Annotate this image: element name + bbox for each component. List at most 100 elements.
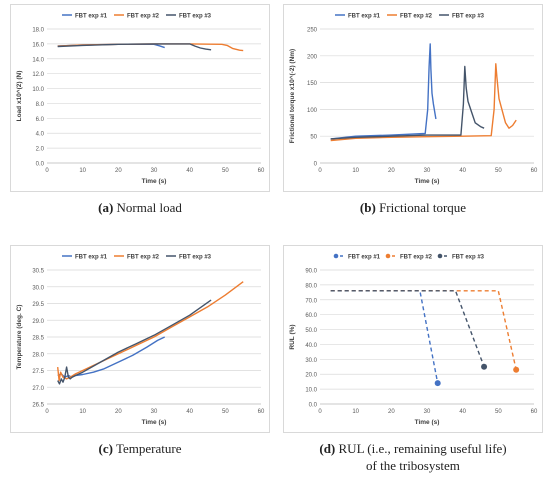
x-tick-label: 10	[79, 168, 86, 174]
series-end-point	[434, 380, 441, 387]
y-tick-label: 200	[307, 54, 318, 60]
caption-frictional-torque: (b) Frictional torque	[283, 199, 543, 216]
series-end-point	[481, 363, 488, 370]
y-tick-label: 14.0	[32, 57, 44, 63]
caption-normal-load: (a) Normal load	[10, 199, 270, 216]
x-tick-label: 40	[459, 409, 466, 415]
y-tick-label: 12.0	[32, 72, 44, 78]
y-tick-label: 20.0	[305, 373, 317, 379]
caption-letter: (a)	[98, 200, 114, 215]
x-axis-title: Time (s)	[415, 178, 440, 185]
caption-letter: (b)	[359, 200, 376, 215]
x-tick-label: 50	[495, 168, 502, 174]
series-line	[330, 65, 485, 140]
y-tick-label: 40.0	[305, 343, 317, 349]
y-tick-label: 10.0	[32, 87, 44, 93]
chart-frictional-torque: 0 50 100 150 200 250 0 10 20 30 40 50 60 Time (s) Fric…	[288, 13, 538, 185]
legend-marker	[385, 253, 391, 259]
legend-label: FBT exp #1	[75, 254, 108, 260]
legend-label: FBT exp #1	[348, 13, 381, 19]
caption-text: Frictional torque	[379, 200, 467, 215]
chart-rul: 0.0 10.0 20.0 30.0 40.0 50.0 60.0 70.0 80.0 90.0 0…	[289, 253, 538, 426]
x-tick-label: 10	[352, 409, 359, 415]
y-tick-label: 2.0	[36, 147, 45, 153]
legend-label: FBT exp #3	[452, 254, 485, 260]
y-tick-label: 8.0	[36, 102, 45, 108]
y-axis-title: RUL (%)	[289, 324, 296, 349]
caption-text: RUL (i.e., remaining useful life)	[338, 441, 507, 456]
x-tick-label: 50	[222, 409, 229, 415]
chart-normal-load: 0.0 2.0 4.0 6.0 8.0 10.0 12.0 14.0 16.0 18.0 0 10 20…	[15, 13, 265, 185]
x-tick-label: 60	[258, 409, 265, 415]
chart-panel-normal-load: 0.0 2.0 4.0 6.0 8.0 10.0 12.0 14.0 16.0 18.0 0 10 20…	[10, 4, 270, 192]
y-axis-title: Temperature (deg. C)	[16, 305, 23, 370]
y-tick-label: 150	[307, 81, 318, 87]
x-tick-label: 60	[258, 168, 265, 174]
y-axis-title: Frictional torque x10^(-2) (Nm)	[288, 49, 296, 143]
y-tick-label: 18.0	[32, 28, 44, 34]
x-tick-label: 20	[115, 409, 122, 415]
caption-text: Temperature	[115, 441, 182, 456]
x-axis-title: Time (s)	[415, 419, 440, 426]
chart-panel-frictional-torque: 0 50 100 150 200 250 0 10 20 30 40 50 60 Time (s) Fric…	[283, 4, 543, 192]
series-line	[330, 290, 517, 370]
caption-text: Normal load	[116, 200, 182, 215]
y-tick-label: 0	[314, 162, 318, 168]
x-tick-label: 50	[495, 409, 502, 415]
x-tick-label: 40	[186, 409, 193, 415]
y-tick-label: 90.0	[305, 269, 317, 275]
x-tick-label: 40	[459, 168, 466, 174]
series-line	[330, 63, 517, 142]
y-tick-label: 50	[310, 135, 317, 141]
y-tick-label: 60.0	[305, 313, 317, 319]
caption-letter: (c)	[98, 441, 113, 456]
legend-label: FBT exp #1	[75, 13, 108, 19]
x-tick-label: 20	[115, 168, 122, 174]
series-line	[57, 43, 212, 51]
x-tick-label: 30	[151, 409, 158, 415]
x-tick-label: 60	[531, 409, 538, 415]
x-tick-label: 20	[388, 409, 395, 415]
series-line	[57, 299, 212, 385]
x-axis-title: Time (s)	[142, 419, 167, 426]
series-end-point	[513, 366, 520, 373]
y-tick-label: 28.5	[32, 336, 44, 342]
x-tick-label: 10	[79, 409, 86, 415]
y-tick-label: 29.5	[32, 302, 44, 308]
x-tick-label: 0	[318, 168, 322, 174]
y-tick-label: 70.0	[305, 298, 317, 304]
y-tick-label: 30.0	[32, 285, 44, 291]
x-tick-label: 20	[388, 168, 395, 174]
caption-temperature: (c) Temperature	[10, 440, 270, 457]
y-tick-label: 0.0	[309, 403, 318, 409]
x-tick-label: 0	[45, 409, 49, 415]
y-tick-label: 4.0	[36, 132, 45, 138]
x-tick-label: 60	[531, 168, 538, 174]
legend-label: FBT exp #3	[452, 13, 485, 19]
y-tick-label: 27.5	[32, 369, 44, 375]
legend-label: FBT exp #2	[400, 254, 433, 260]
legend-label: FBT exp #1	[348, 254, 381, 260]
x-tick-label: 30	[424, 409, 431, 415]
chart-panel-rul: 0.0 10.0 20.0 30.0 40.0 50.0 60.0 70.0 80.0 90.0 0…	[283, 245, 543, 433]
y-tick-label: 27.0	[32, 386, 44, 392]
x-tick-label: 40	[186, 168, 193, 174]
chart-temperature: 26.5 27.0 27.5 28.0 28.5 29.0 29.5 30.0 30.5 0 10 2…	[16, 254, 265, 426]
x-tick-label: 0	[318, 409, 322, 415]
y-tick-label: 16.0	[32, 42, 44, 48]
x-tick-label: 30	[424, 168, 431, 174]
legend-marker	[437, 253, 443, 259]
y-tick-label: 10.0	[305, 388, 317, 394]
y-tick-label: 28.0	[32, 352, 44, 358]
y-tick-label: 29.0	[32, 319, 44, 325]
series-line	[57, 281, 244, 382]
y-tick-label: 30.0	[305, 358, 317, 364]
y-tick-label: 30.5	[32, 269, 44, 275]
x-tick-label: 0	[45, 168, 49, 174]
x-axis-title: Time (s)	[142, 178, 167, 185]
series-line	[330, 290, 439, 384]
caption-letter: (d)	[319, 441, 336, 456]
caption-text-line2: of the tribosystem	[366, 458, 460, 473]
legend-label: FBT exp #2	[127, 254, 160, 260]
legend-marker	[333, 253, 339, 259]
